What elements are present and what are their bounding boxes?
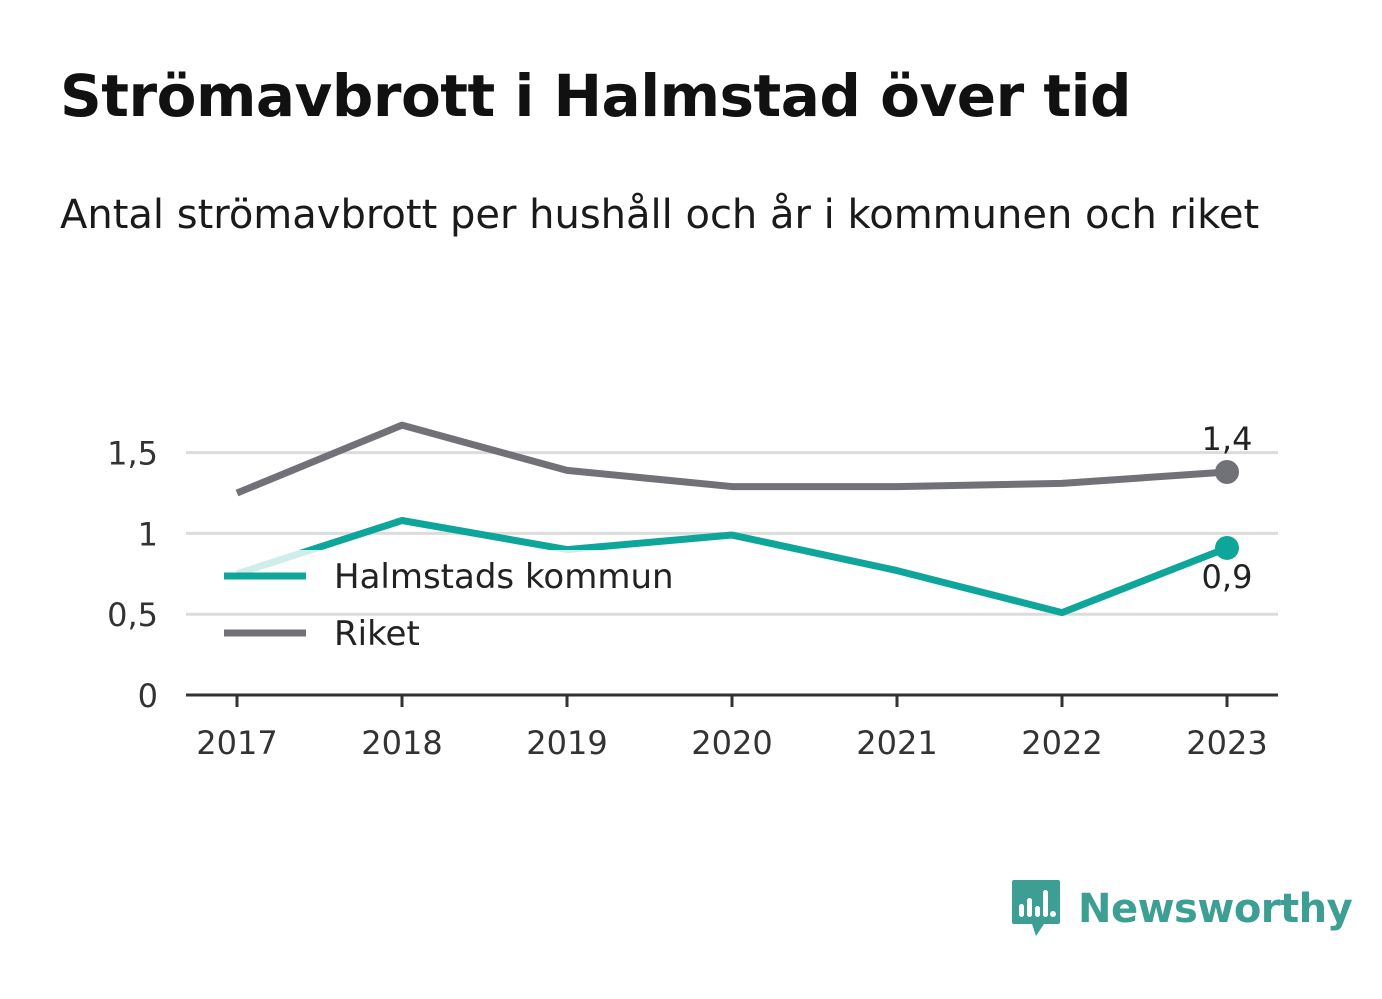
x-tick-label: 2022 [1021, 724, 1102, 762]
y-tick-label: 1,5 [107, 435, 158, 473]
y-axis-labels: 0 0,5 1 1,5 [107, 435, 158, 715]
series-end-point [1215, 535, 1239, 560]
y-tick-label: 0,5 [107, 596, 158, 634]
chart-subtitle: Antal strömavbrott per hushåll och år i … [60, 192, 1260, 238]
x-tick-label: 2021 [856, 724, 937, 762]
series-end-label: 1,4 [1202, 420, 1253, 458]
y-tick-label: 1 [138, 515, 158, 553]
x-tick-label: 2019 [526, 724, 607, 762]
brand-name: Newsworthy [1078, 886, 1353, 932]
x-tick-label: 2020 [691, 724, 772, 762]
series-end-points: 0,9 1,4 [1202, 420, 1253, 596]
series-line-riket [235, 421, 1228, 497]
x-tick-label: 2018 [361, 724, 442, 762]
x-axis-labels: 2017 2018 2019 2020 2021 2022 2023 [196, 724, 1267, 762]
x-axis [186, 693, 1278, 707]
series-end-point [1215, 460, 1239, 485]
legend: Halmstads kommun Riket [210, 550, 706, 654]
newsworthy-brand: Newsworthy [1010, 878, 1353, 940]
x-tick-label: 2023 [1186, 724, 1267, 762]
series-end-label: 0,9 [1202, 558, 1253, 596]
series-line-kommun [235, 516, 1229, 617]
newsworthy-logo-icon [1012, 880, 1060, 936]
x-tick-label: 2017 [196, 724, 277, 762]
y-tick-label: 0 [138, 677, 158, 715]
chart-title: Strömavbrott i Halmstad över tid [60, 62, 1132, 130]
legend-label: Halmstads kommun [334, 557, 674, 597]
series-lines [235, 421, 1229, 617]
legend-label: Riket [334, 614, 420, 654]
